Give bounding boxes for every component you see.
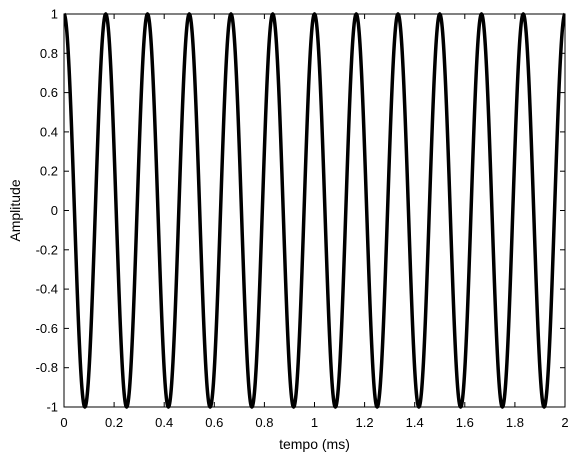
x-tick-label: 1 bbox=[311, 415, 318, 430]
x-tick-label: 0 bbox=[60, 415, 67, 430]
y-axis: -1 -0.8 -0.6 -0.4 -0.2 0 0.2 0.4 0.6 0.8 1 bbox=[36, 7, 565, 415]
x-axis-label: tempo (ms) bbox=[279, 436, 350, 452]
y-tick-label: 1 bbox=[51, 7, 58, 22]
y-tick-label: 0 bbox=[51, 203, 58, 218]
y-tick-label: -0.6 bbox=[36, 321, 58, 336]
y-tick-label: -0.8 bbox=[36, 360, 58, 375]
y-tick-label: 0.6 bbox=[40, 85, 58, 100]
y-tick-label: -1 bbox=[46, 400, 58, 415]
x-tick-label: 0.4 bbox=[155, 415, 173, 430]
x-tick-label: 1.2 bbox=[356, 415, 374, 430]
series-line-cosine bbox=[64, 12, 565, 409]
y-tick-label: 0.8 bbox=[40, 46, 58, 61]
x-tick-label: 1.6 bbox=[456, 415, 474, 430]
x-tick-label: 0.8 bbox=[255, 415, 273, 430]
x-tick-label: 2 bbox=[561, 415, 568, 430]
y-tick-label: -0.2 bbox=[36, 242, 58, 257]
x-tick-label: 0.2 bbox=[105, 415, 123, 430]
y-axis-label: Amplitude bbox=[7, 179, 23, 241]
x-tick-label: 0.6 bbox=[205, 415, 223, 430]
x-axis: 0 0.2 0.4 0.6 0.8 1 1.2 1.4 1.6 1.8 2 bbox=[60, 14, 569, 430]
y-tick-label: 0.4 bbox=[40, 124, 58, 139]
axes-box bbox=[63, 13, 566, 408]
y-tick-label: -0.4 bbox=[36, 282, 58, 297]
x-tick-label: 1.4 bbox=[406, 415, 424, 430]
y-tick-label: 0.2 bbox=[40, 164, 58, 179]
x-tick-label: 1.8 bbox=[506, 415, 524, 430]
